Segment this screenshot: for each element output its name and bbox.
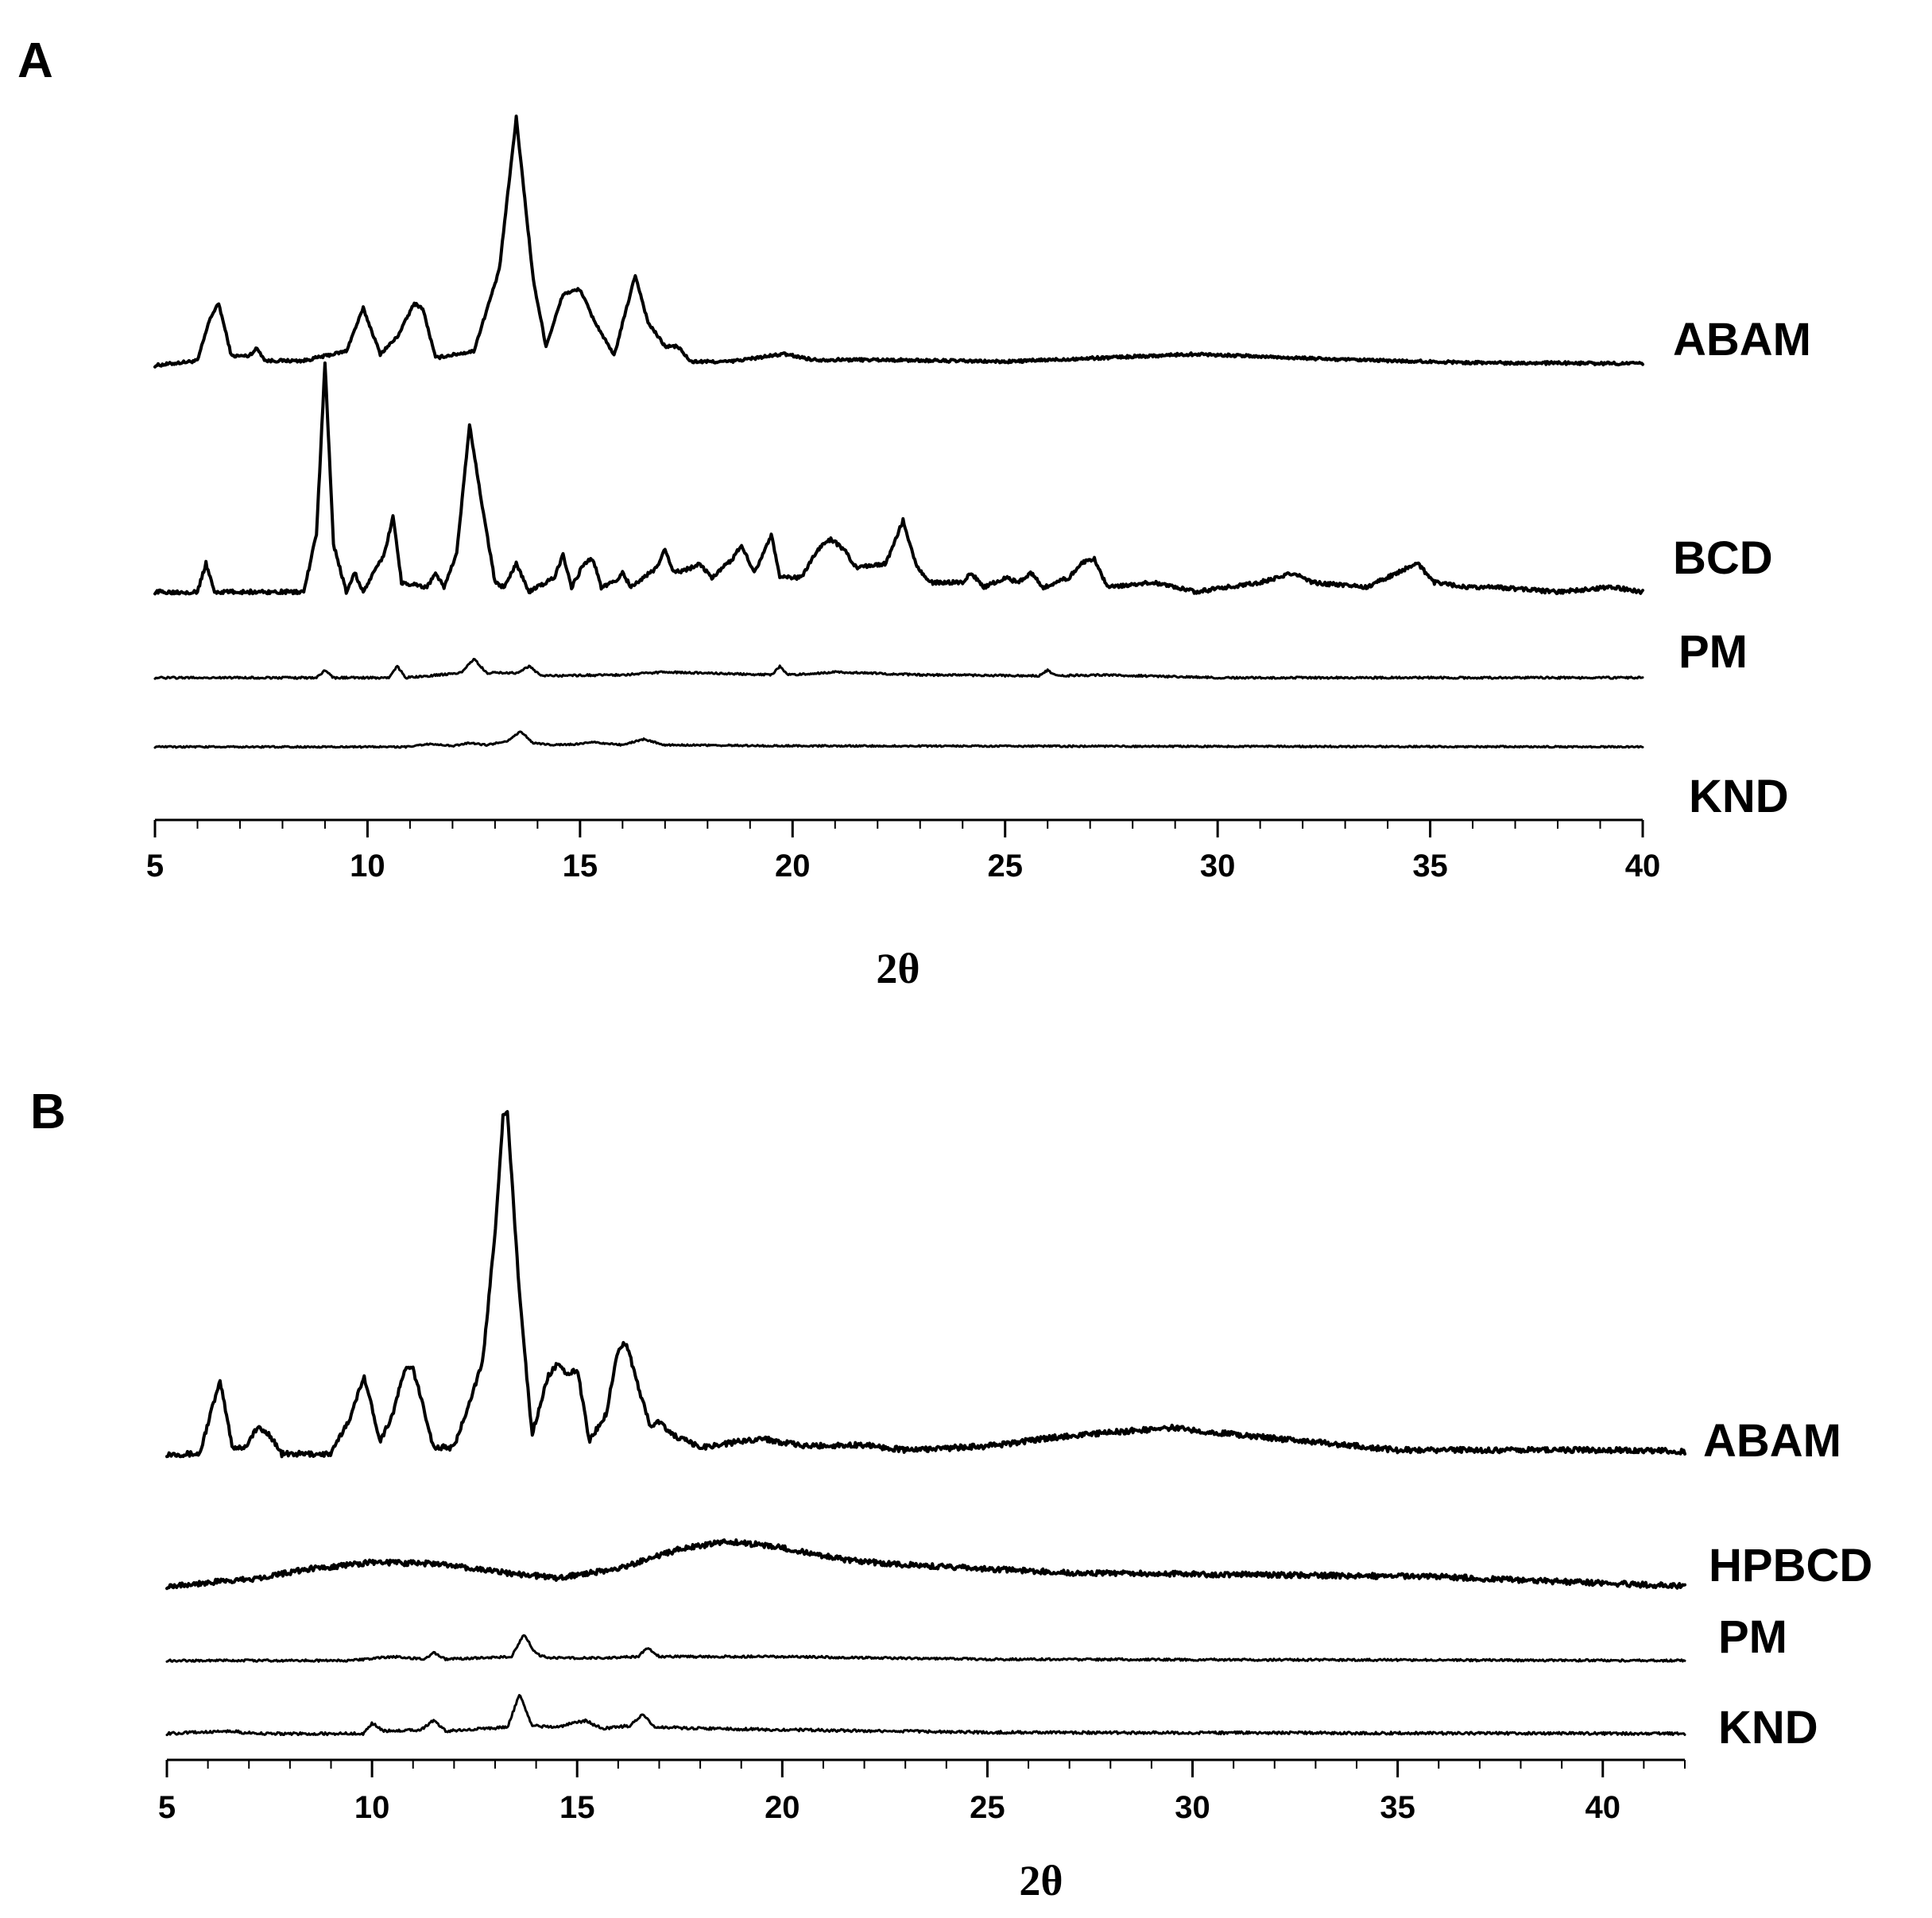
x-tick-label: 5 [146,849,164,884]
series-label-pm: PM [1718,1611,1787,1663]
panel-a: A ABAM BCD PM KND 5 10 15 20 25 30 35 40 2θ [17,33,1811,992]
series-trace-knd [153,730,1644,749]
x-tick-label: 15 [563,849,598,884]
series-label-knd: KND [1689,771,1789,822]
series-trace-hpbcd [165,1538,1686,1591]
x-tick-label: 40 [1585,1790,1621,1825]
panel-a-letter: A [17,33,53,88]
series-trace-pm [153,657,1644,680]
panel-a-traces [153,114,1644,749]
panel-b-series-labels: ABAM HPBCD PM KND [1703,1415,1872,1754]
panel-a-series-labels: ABAM BCD PM KND [1673,314,1811,822]
series-label-pm: PM [1678,626,1748,678]
series-label-abam: ABAM [1703,1415,1841,1467]
x-tick-label: 15 [559,1790,595,1825]
series-trace-abam [153,114,1644,369]
series-trace-abam [165,1110,1686,1459]
x-tick-label: 5 [158,1790,176,1825]
panel-b-traces [165,1110,1686,1737]
series-label-knd: KND [1718,1702,1818,1754]
panel-b-x-axis: 5 10 15 20 25 30 35 40 [158,1758,1686,1825]
series-trace-pm [165,1634,1686,1663]
x-tick-label: 20 [775,849,811,884]
x-tick-label: 35 [1380,1790,1415,1825]
series-label-abam: ABAM [1673,314,1811,365]
x-tick-label: 25 [970,1790,1005,1825]
x-tick-label: 25 [987,849,1023,884]
series-label-bcd: BCD [1673,532,1773,584]
panel-b-letter: B [30,1085,66,1139]
series-trace-bcd [153,361,1644,596]
x-tick-label: 30 [1175,1790,1210,1825]
x-tick-label: 30 [1200,849,1236,884]
x-tick-label: 40 [1625,849,1661,884]
series-label-hpbcd: HPBCD [1709,1540,1872,1591]
panel-b-x-axis-title: 2θ [1019,1857,1063,1904]
x-tick-label: 10 [354,1790,390,1825]
x-tick-label: 35 [1412,849,1448,884]
panel-a-x-axis: 5 10 15 20 25 30 35 40 [146,818,1661,884]
panel-a-x-axis-title: 2θ [876,945,920,992]
panel-b: B ABAM HPBCD PM KND 5 10 15 20 25 30 35 40 2θ [30,1085,1872,1904]
x-tick-label: 10 [350,849,385,884]
series-trace-knd [165,1694,1686,1737]
x-tick-label: 20 [765,1790,800,1825]
